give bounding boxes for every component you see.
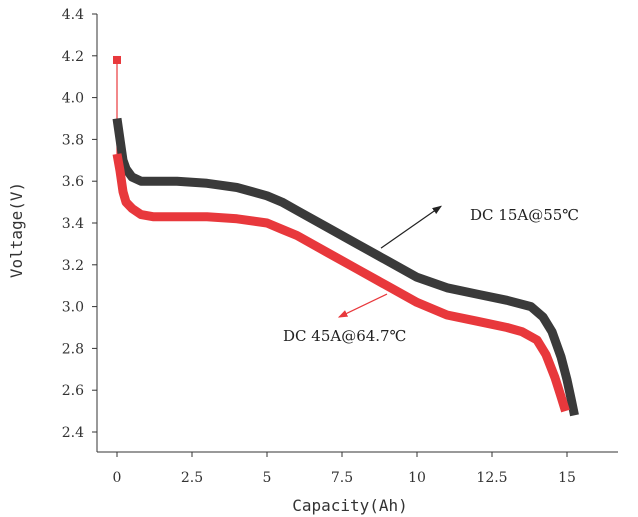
y-tick-label: 3.4 <box>62 216 84 232</box>
axes: 2.4 2.6 2.8 3.0 3.2 3.4 3.6 3.8 4.0 4.2 4.4 0 2.5 5 7.… <box>62 7 618 486</box>
x-tick-label: 12.5 <box>476 470 507 486</box>
y-tick-label: 3.0 <box>62 300 84 316</box>
y-tick-label: 3.2 <box>62 258 84 274</box>
annotation-label-1: DC 15A@55℃ <box>470 206 579 224</box>
y-tick-label: 4.0 <box>62 91 84 107</box>
x-tick-label: 2.5 <box>181 470 203 486</box>
y-tick-label: 4.4 <box>62 7 84 23</box>
annotation-arrow-2 <box>337 293 388 318</box>
series-line-2 <box>112 153 570 413</box>
x-axis-title: Capacity(Ah) <box>292 496 408 515</box>
annotations: DC 15A@55℃ DC 45A@64.7℃ <box>283 205 579 345</box>
annotation-label-2: DC 45A@64.7℃ <box>283 327 406 345</box>
y-tick-label: 4.2 <box>62 49 84 65</box>
y-tick-label: 3.6 <box>62 174 84 190</box>
y-tick-label: 3.8 <box>62 132 84 148</box>
y-tick-label: 2.6 <box>62 383 84 399</box>
series-group <box>112 55 579 417</box>
y-tick-label: 2.8 <box>62 341 84 357</box>
annotation-arrow-1 <box>380 205 442 249</box>
x-tick-label: 0 <box>113 470 122 486</box>
y-axis-title: Voltage(V) <box>7 182 26 278</box>
x-tick-label: 7.5 <box>331 470 353 486</box>
y-tick-label: 2.4 <box>62 425 84 441</box>
initial-point-marker <box>113 55 121 64</box>
x-tick-label: 15 <box>558 470 576 486</box>
x-tick-label: 10 <box>408 470 426 486</box>
series-line-1 <box>112 117 579 417</box>
x-tick-label: 5 <box>263 470 272 486</box>
